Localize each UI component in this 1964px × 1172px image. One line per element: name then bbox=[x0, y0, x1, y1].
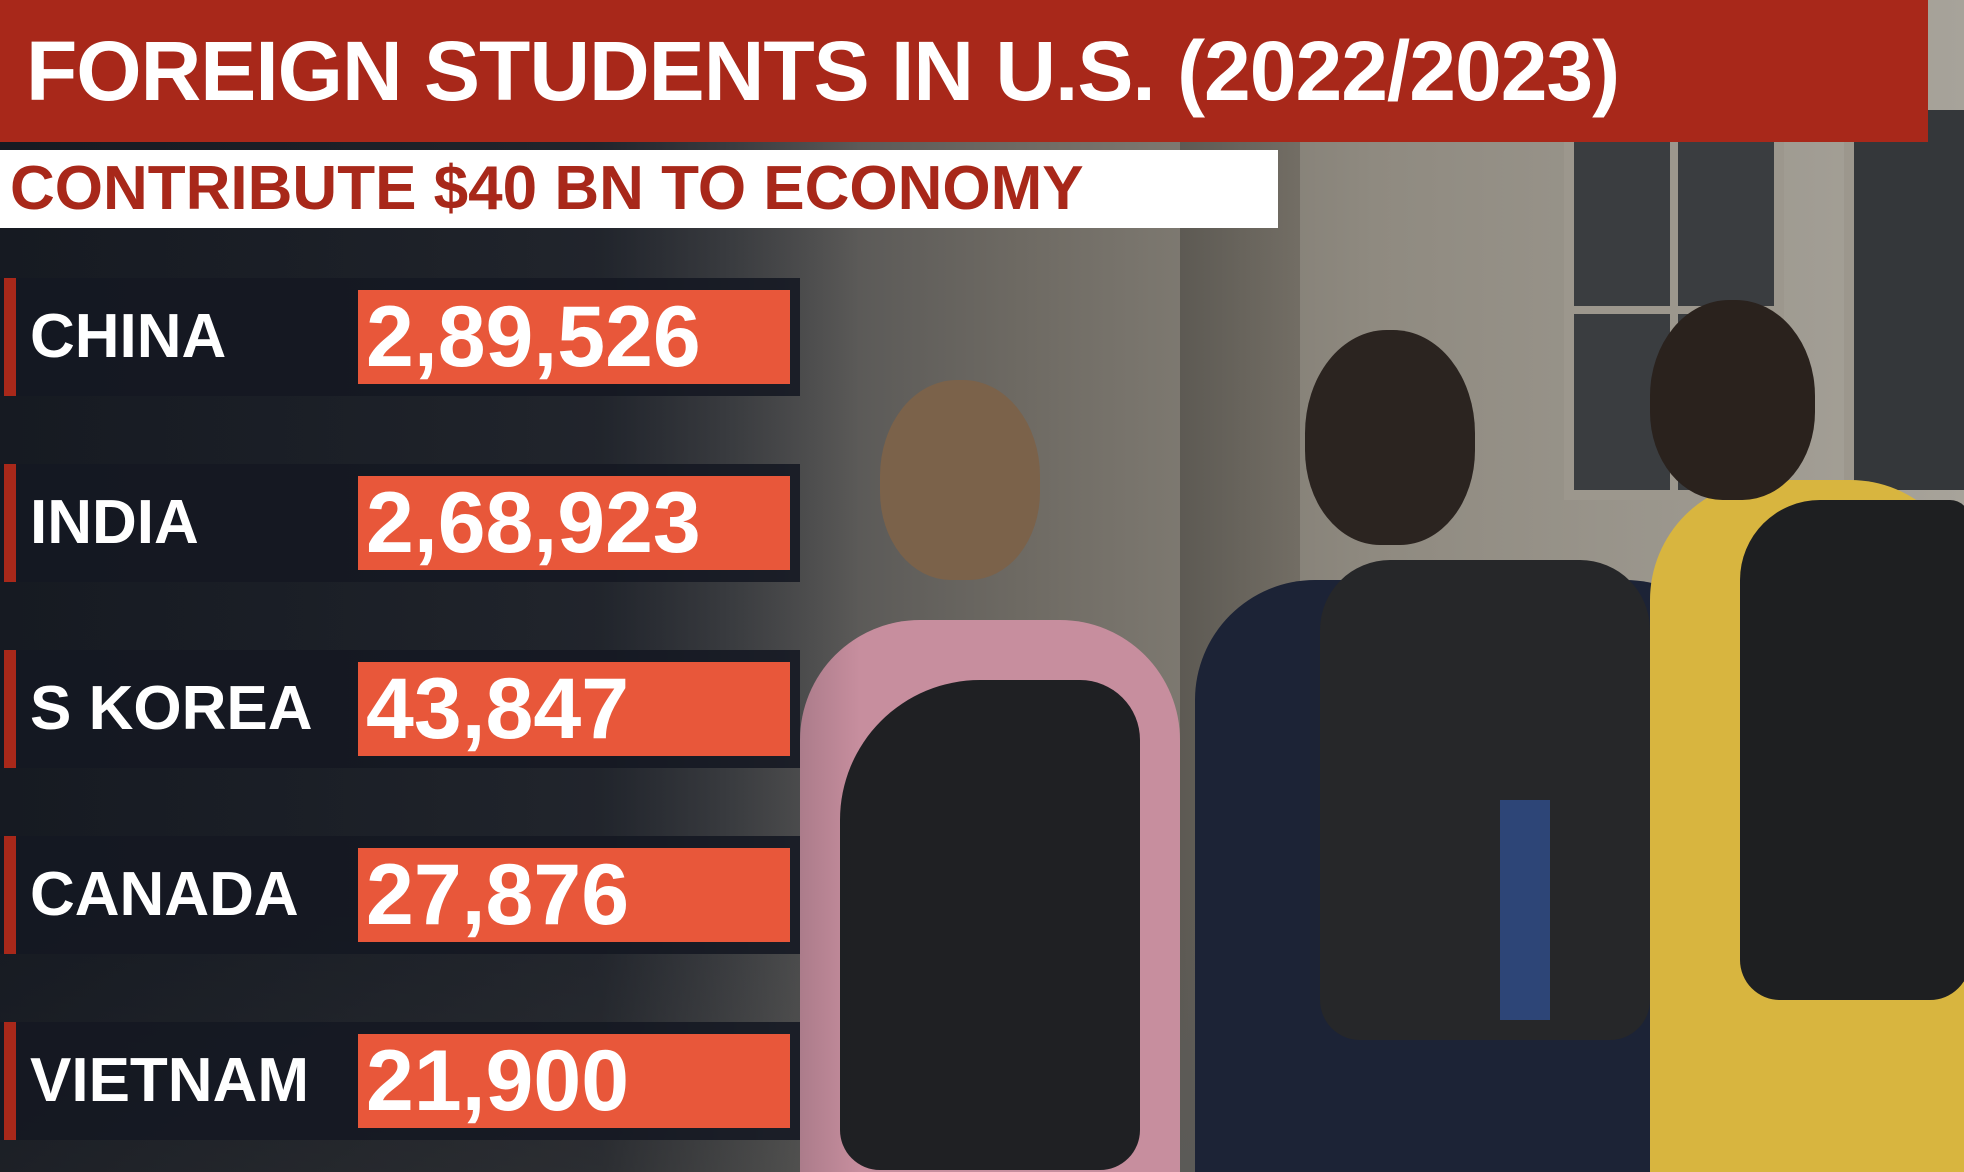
country-label: INDIA bbox=[30, 488, 199, 557]
country-label: CHINA bbox=[30, 302, 227, 371]
table-row: S KOREA 43,847 bbox=[0, 650, 800, 768]
row-accent-bar bbox=[4, 836, 16, 954]
student-head bbox=[1305, 330, 1475, 545]
row-accent-bar bbox=[4, 650, 16, 768]
row-accent-bar bbox=[4, 278, 16, 396]
chart-subtitle: CONTRIBUTE $40 BN TO ECONOMY bbox=[0, 150, 1278, 228]
country-label: CANADA bbox=[30, 860, 299, 929]
table-row: CANADA 27,876 bbox=[0, 836, 800, 954]
value-box: 27,876 bbox=[358, 848, 790, 942]
student-count-label: 27,876 bbox=[366, 847, 630, 943]
student-head bbox=[880, 380, 1040, 580]
table-row: INDIA 2,68,923 bbox=[0, 464, 800, 582]
student-count-label: 2,89,526 bbox=[366, 289, 701, 385]
backpack bbox=[1740, 500, 1964, 1000]
country-label: S KOREA bbox=[30, 674, 313, 743]
student-head bbox=[1650, 300, 1815, 500]
row-accent-bar bbox=[4, 1022, 16, 1140]
student-count-label: 21,900 bbox=[366, 1033, 630, 1129]
value-box: 2,89,526 bbox=[358, 290, 790, 384]
value-box: 2,68,923 bbox=[358, 476, 790, 570]
row-accent-bar bbox=[4, 464, 16, 582]
country-label: VIETNAM bbox=[30, 1046, 309, 1115]
backpack bbox=[840, 680, 1140, 1170]
student-count-label: 2,68,923 bbox=[366, 475, 701, 571]
chart-title: FOREIGN STUDENTS IN U.S. (2022/2023) bbox=[0, 0, 1928, 142]
backpack bbox=[1320, 560, 1650, 1040]
table-row: CHINA 2,89,526 bbox=[0, 278, 800, 396]
building-window-right bbox=[1844, 110, 1964, 490]
backpack-stripe bbox=[1500, 800, 1550, 1020]
table-row: VIETNAM 21,900 bbox=[0, 1022, 800, 1140]
value-box: 43,847 bbox=[358, 662, 790, 756]
student-count-label: 43,847 bbox=[366, 661, 630, 757]
value-box: 21,900 bbox=[358, 1034, 790, 1128]
